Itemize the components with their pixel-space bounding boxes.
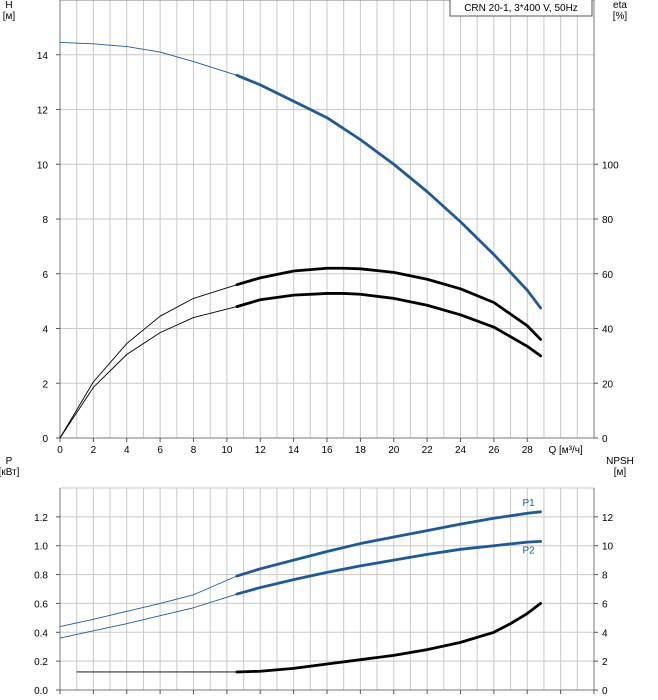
- y2-tick-label: 20: [602, 379, 614, 390]
- y2-tick-label: 8: [602, 571, 608, 582]
- series-line-operating: [235, 539, 542, 596]
- y-tick-label: 0.2: [34, 657, 48, 668]
- y-axis-unit: [м]: [3, 11, 16, 22]
- y-axis-title: P: [6, 456, 13, 467]
- series-line-operating: [235, 266, 542, 341]
- x-tick-label: 6: [157, 445, 163, 456]
- series-line-operating: [235, 73, 542, 310]
- y-tick-label: 0: [42, 434, 48, 445]
- power-npsh-panel: 0.0 0.2 0.4 0.6 0.8 1.0 1.2 0 2 4 6 8 10 12 P[кВт] NPSH…: [0, 456, 634, 697]
- y2-tick-label: 10: [602, 542, 614, 553]
- x-tick-label: 4: [124, 445, 130, 456]
- x-tick-label: 16: [321, 445, 333, 456]
- x-tick-label: 0: [57, 445, 63, 456]
- series-line-operating: [235, 292, 542, 358]
- chart-title: CRN 20-1, 3*400 V, 50Hz: [464, 3, 578, 14]
- y2-axis-title: NPSH: [606, 456, 634, 467]
- series-line-thin: [76, 603, 541, 673]
- y-tick-label: 6: [42, 270, 48, 281]
- x-tick-label: 24: [455, 445, 467, 456]
- series-line-operating: [235, 510, 542, 578]
- x-tick-label: 26: [488, 445, 500, 456]
- y-tick-label: 14: [37, 51, 49, 62]
- y2-tick-label: 6: [602, 599, 608, 610]
- series-label-p2: P2: [522, 545, 535, 556]
- y2-tick-label: 12: [602, 513, 614, 524]
- y2-axis-unit: [м]: [614, 467, 627, 478]
- series-line-thin: [59, 293, 541, 439]
- x-tick-label: 10: [221, 445, 233, 456]
- y2-tick-label: 100: [602, 160, 619, 171]
- series-1-1: P2: [59, 539, 542, 639]
- y-tick-label: 0.0: [34, 686, 48, 697]
- series-label-p1: P1: [522, 498, 535, 509]
- x-tick-label: 8: [191, 445, 197, 456]
- y-tick-label: 0.8: [34, 571, 48, 582]
- y-tick-label: 0.6: [34, 599, 48, 610]
- y2-tick-label: 60: [602, 270, 614, 281]
- y-axis-title: H: [5, 0, 12, 11]
- title-box: [449, 0, 593, 17]
- y-tick-label: 4: [42, 325, 48, 336]
- series-line-thin: [59, 540, 541, 639]
- x-tick-label: 18: [355, 445, 367, 456]
- series-line-thin: [59, 511, 541, 627]
- y-tick-label: 10: [37, 160, 49, 171]
- x-tick-label: 22: [422, 445, 434, 456]
- y-tick-label: 2: [42, 379, 48, 390]
- y2-axis-unit: [%]: [613, 11, 628, 22]
- y-tick-label: 0.4: [34, 628, 48, 639]
- y2-tick-label: 4: [602, 628, 608, 639]
- y2-tick-label: 2: [602, 657, 608, 668]
- y-tick-label: 12: [37, 106, 49, 117]
- x-axis-title: Q [м³/ч]: [548, 445, 583, 456]
- x-tick-label: 20: [388, 445, 400, 456]
- x-tick-label: 2: [91, 445, 97, 456]
- x-tick-label: 28: [522, 445, 534, 456]
- x-tick-label: 14: [288, 445, 300, 456]
- y-tick-label: 8: [42, 215, 48, 226]
- y2-tick-label: 40: [602, 325, 614, 336]
- y-tick-label: 1.0: [34, 542, 48, 553]
- series-0-0: [59, 41, 542, 310]
- series-line-operating: [235, 602, 542, 674]
- series-0-1: [59, 266, 542, 439]
- x-tick-label: 12: [255, 445, 267, 456]
- y-tick-label: 1.2: [34, 513, 48, 524]
- series-1-2: [76, 602, 542, 674]
- series-0-2: [59, 292, 542, 439]
- y2-axis-title: eta: [613, 0, 627, 11]
- series-1-0: P1: [59, 498, 542, 627]
- y2-tick-label: 80: [602, 215, 614, 226]
- y-axis-unit: [кВт]: [0, 467, 20, 478]
- y2-tick-label: 0: [602, 434, 608, 445]
- y2-tick-label: 0: [602, 686, 608, 697]
- series-line-thin: [59, 41, 541, 309]
